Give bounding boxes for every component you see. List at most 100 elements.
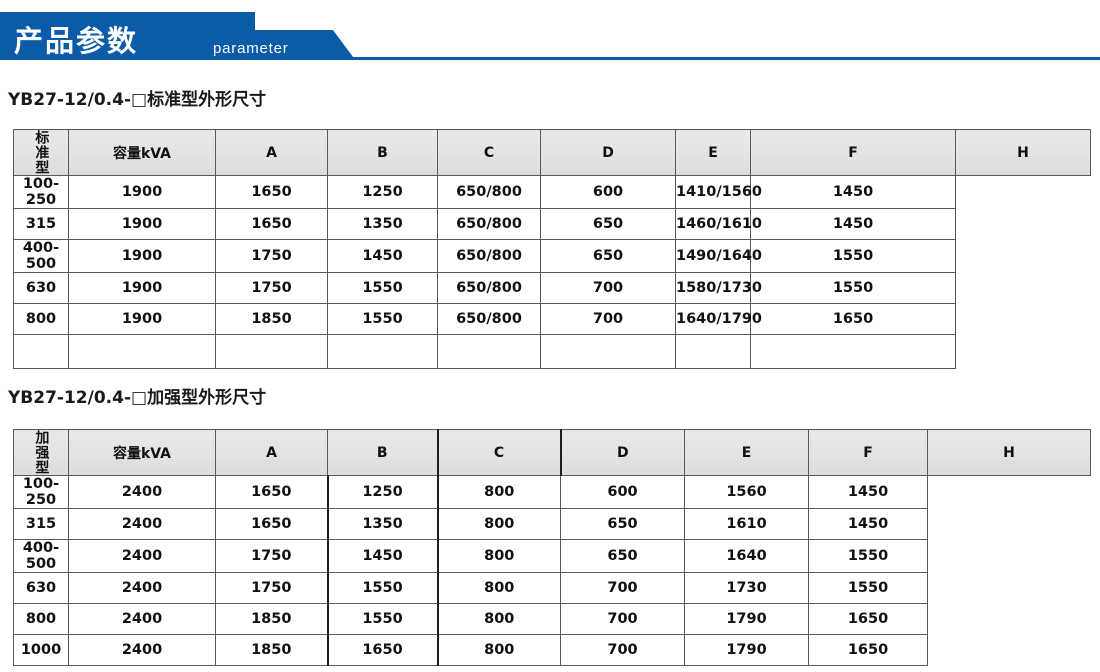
cell-h: 1550 [750, 272, 956, 304]
col-header-a: A [215, 129, 328, 176]
cell-e: 650 [540, 239, 676, 273]
col-header-f: F [750, 129, 956, 176]
cell-b: 1850 [215, 303, 328, 335]
table-row: 400-500 2400 1750 1450 800 650 1640 1550 [13, 539, 1091, 573]
table-row: 315 2400 1650 1350 800 650 1610 1450 [13, 508, 1091, 540]
cell-d: 800 [437, 634, 561, 666]
cell-kva: 100-250 [13, 175, 69, 209]
cell-f: 1790 [684, 634, 809, 666]
cell-f: 1730 [684, 572, 809, 604]
section-banner: 产品参数 parameter [0, 12, 1100, 60]
cell-c: 1550 [327, 603, 439, 635]
row-group-label-reinforced: 加强型 [13, 429, 69, 476]
cell-b: 1750 [215, 539, 329, 573]
cell-b: 1750 [215, 239, 328, 273]
cell-e: 600 [540, 175, 676, 209]
table-row: 800 2400 1850 1550 800 700 1790 1650 [13, 603, 1091, 635]
cell-h: 1650 [808, 634, 928, 666]
cell-kva: 630 [13, 272, 69, 304]
cell-kva: 400-500 [13, 239, 69, 273]
table-header-row: 加强型 容量kVA A B C D E F H [13, 429, 1091, 476]
cell-f: 1790 [684, 603, 809, 635]
cell-c: 1450 [327, 239, 438, 273]
cell-e: 650 [540, 208, 676, 240]
cell-c: 1350 [327, 508, 439, 540]
cell-a: 2400 [68, 634, 216, 666]
cell-a: 1900 [68, 272, 216, 304]
cell-c: 1250 [327, 475, 439, 509]
banner-title: 产品参数 [14, 24, 139, 58]
table-row: 1000 2400 1850 1650 800 700 1790 1650 [13, 634, 1091, 666]
cell-a: 2400 [68, 475, 216, 509]
row-group-label-standard: 标准型 [13, 129, 69, 176]
cell-e: 700 [560, 603, 685, 635]
cell-h: 1450 [750, 175, 956, 209]
cell-f: 1410/1560 [675, 175, 762, 209]
cell-d: 650/800 [437, 239, 541, 273]
col-header-b: B [327, 429, 439, 476]
cell-h: 1550 [808, 539, 928, 573]
cell-c: 1650 [327, 634, 439, 666]
cell-f: 1640 [684, 539, 809, 573]
cell-kva: 630 [13, 572, 69, 604]
section-heading-reinforced: YB27-12/0.4-□加强型外形尺寸 [8, 388, 267, 408]
cell-a: 2400 [68, 603, 216, 635]
cell-d: 800 [437, 539, 561, 573]
cell-d: 650/800 [437, 208, 541, 240]
cell-d: 650/800 [437, 303, 541, 335]
cell-b: 1650 [215, 208, 328, 240]
cell-f: 1610 [684, 508, 809, 540]
cell-c: 1550 [327, 303, 438, 335]
cell-b: 1750 [215, 572, 329, 604]
cell-c: 1550 [327, 572, 439, 604]
cell-b: 1850 [215, 634, 329, 666]
col-header-kva: 容量kVA [68, 129, 216, 176]
cell-f [675, 334, 751, 369]
standard-dimensions-table: 标准型 容量kVA A B C D E F H 100-250 1900 [13, 129, 1091, 369]
cell-kva: 800 [13, 603, 69, 635]
cell-b: 1850 [215, 603, 329, 635]
table-row: 100-250 2400 1650 1250 800 600 1560 1450 [13, 475, 1091, 509]
cell-c: 1550 [327, 272, 438, 304]
cell-kva: 400-500 [13, 539, 69, 573]
standard-dimensions-table-wrap: 标准型 容量kVA A B C D E F H 100-250 1900 [13, 129, 1091, 369]
cell-e: 700 [540, 272, 676, 304]
cell-e: 650 [560, 508, 685, 540]
cell-e: 700 [540, 303, 676, 335]
cell-h: 1450 [750, 208, 956, 240]
table-row: 100-250 1900 1650 1250 650/800 600 1410/… [13, 175, 1091, 209]
cell-h: 1650 [808, 603, 928, 635]
cell-a: 2400 [68, 508, 216, 540]
col-header-h: H [927, 429, 1091, 476]
cell-b: 1650 [215, 508, 329, 540]
cell-d [437, 334, 541, 369]
cell-e: 700 [560, 572, 685, 604]
col-header-c: C [437, 429, 562, 476]
cell-c: 1350 [327, 208, 438, 240]
table-header-row: 标准型 容量kVA A B C D E F H [13, 129, 1091, 176]
cell-c: 1250 [327, 175, 438, 209]
cell-b [215, 334, 328, 369]
cell-d: 650/800 [437, 272, 541, 304]
cell-f: 1560 [684, 475, 809, 509]
cell-c: 1450 [327, 539, 439, 573]
col-header-e: E [684, 429, 809, 476]
cell-kva: 1000 [13, 634, 69, 666]
col-header-kva: 容量kVA [68, 429, 216, 476]
col-header-f: F [808, 429, 928, 476]
cell-kva [13, 334, 69, 369]
cell-b: 1650 [215, 475, 329, 509]
cell-e [540, 334, 676, 369]
table-row-empty [13, 334, 1091, 369]
reinforced-dimensions-table: 加强型 容量kVA A B C D E F H 100-250 2400 [13, 429, 1091, 666]
cell-h: 1450 [808, 508, 928, 540]
table-row: 315 1900 1650 1350 650/800 650 1460/1610… [13, 208, 1091, 240]
cell-a: 1900 [68, 303, 216, 335]
cell-a: 1900 [68, 208, 216, 240]
cell-d: 800 [437, 508, 561, 540]
cell-h [750, 334, 956, 369]
cell-f: 1460/1610 [675, 208, 762, 240]
cell-h: 1550 [808, 572, 928, 604]
cell-d: 800 [437, 603, 561, 635]
